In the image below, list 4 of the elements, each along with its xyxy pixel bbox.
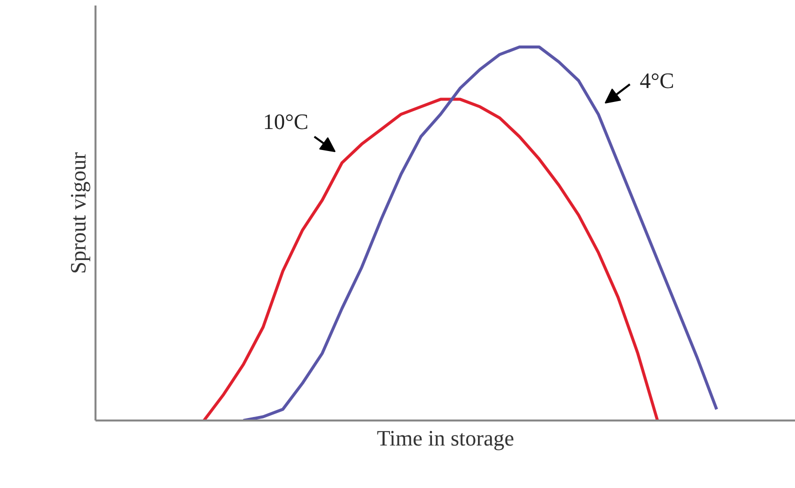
y-axis-title: Sprout vigour	[66, 152, 90, 274]
x-axis-title: Time in storage	[376, 426, 514, 450]
text: 10°C	[262, 109, 308, 134]
text: 4°C	[640, 68, 674, 94]
